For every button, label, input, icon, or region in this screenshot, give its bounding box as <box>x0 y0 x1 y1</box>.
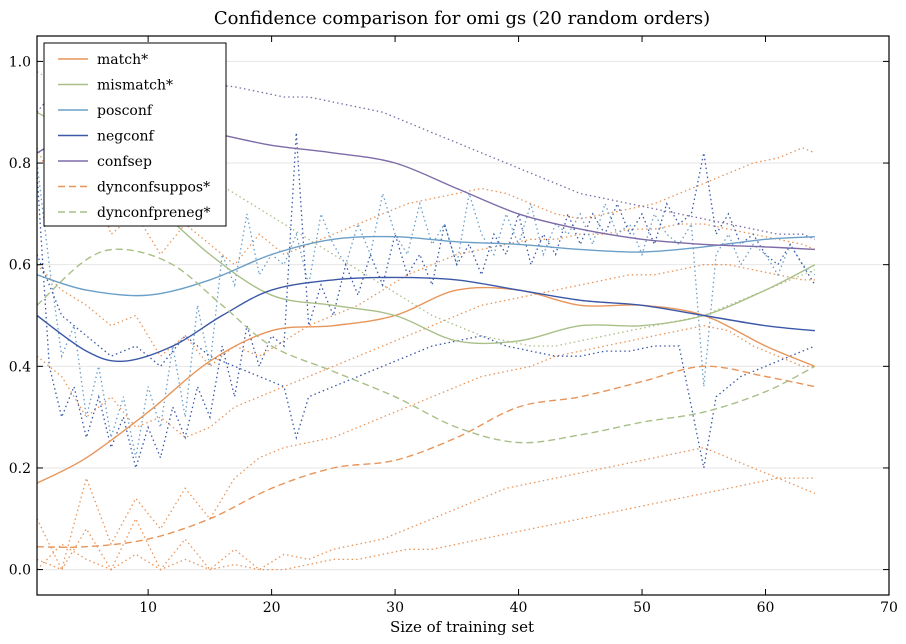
y-tick-label-2: 0.4 <box>9 359 31 375</box>
x-axis-label: Size of training set <box>390 618 534 636</box>
x-tick-label-3: 40 <box>510 600 528 616</box>
y-tick-label-3: 0.6 <box>9 258 31 274</box>
series-line-negconf <box>36 276 815 363</box>
dotted-trace-5 <box>36 477 815 571</box>
dotted-trace-1 <box>36 223 816 368</box>
dotted-trace-9 <box>36 254 816 469</box>
x-tick-label-0: 10 <box>139 600 157 616</box>
x-tick-label-1: 20 <box>263 600 281 616</box>
series-line-dynconfsuppos <box>36 365 816 548</box>
y-tick-label-4: 0.8 <box>9 156 31 172</box>
dotted-trace-2 <box>36 264 815 439</box>
y-tick-label-5: 1.0 <box>9 54 31 70</box>
gridlines <box>37 60 889 571</box>
series-line-dynconfpreneg <box>36 248 816 444</box>
legend-label-5: dynconfsuppos* <box>97 180 210 196</box>
legend-label-3: negconf <box>97 129 156 145</box>
dotted-trace-4 <box>36 446 816 571</box>
plot-frame <box>36 35 890 596</box>
legend-box <box>43 42 227 227</box>
legend-items: match* mismatch* posconf negconf confsep dync… <box>58 52 211 221</box>
series-line-posconf <box>36 235 815 297</box>
x-tick-label-6: 70 <box>880 600 898 616</box>
legend-label-2: posconf <box>97 103 154 119</box>
legend-label-1: mismatch* <box>97 78 173 94</box>
x-tick-label-2: 30 <box>386 600 404 616</box>
dotted-trace-6 <box>36 71 816 347</box>
legend-label-0: match* <box>97 52 148 68</box>
dotted-traces <box>36 70 816 572</box>
axis-ticks: 10 20 30 40 50 60 70 0.0 0.2 0.4 0.6 0.8 1.0 <box>9 36 898 616</box>
y-tick-label-0: 0.0 <box>9 563 31 579</box>
chart-title: Confidence comparison for omi gs (20 ran… <box>214 8 710 29</box>
legend-label-6: dynconfpreneg* <box>97 205 211 221</box>
x-tick-label-4: 50 <box>633 600 651 616</box>
dotted-trace-8 <box>36 132 816 471</box>
y-tick-label-1: 0.2 <box>9 461 31 477</box>
legend-label-4: confsep <box>97 154 152 170</box>
x-tick-label-5: 60 <box>757 600 775 616</box>
dotted-trace-3 <box>36 325 815 572</box>
dotted-trace-7 <box>36 162 816 458</box>
legend: match* mismatch* posconf negconf confsep dync… <box>43 42 227 227</box>
